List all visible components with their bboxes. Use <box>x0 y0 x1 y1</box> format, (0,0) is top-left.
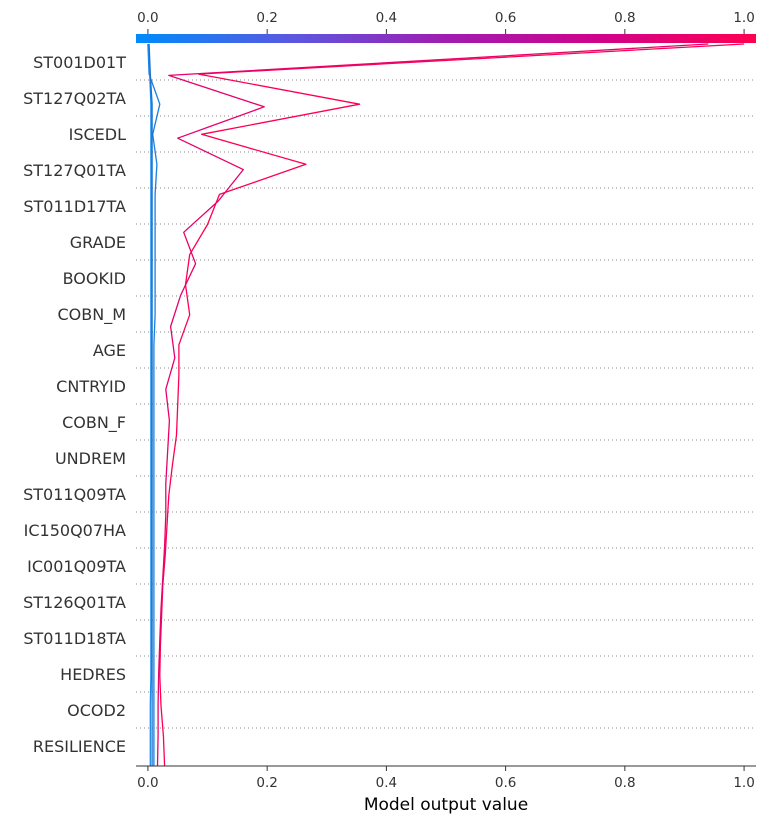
feature-label: ST127Q02TA <box>23 89 126 108</box>
x-tick-label: 0.2 <box>256 775 277 791</box>
feature-label: ST127Q01TA <box>23 161 126 180</box>
feature-label: HEDRES <box>60 665 126 684</box>
x-tick-label: 0.0 <box>137 775 158 791</box>
feature-label: COBN_M <box>57 305 126 325</box>
series-line-1 <box>159 43 745 767</box>
series-lines <box>147 43 745 767</box>
feature-label: AGE <box>93 341 126 360</box>
feature-label: ST011D17TA <box>23 197 126 216</box>
feature-label: ST001D01T <box>33 53 126 72</box>
colorbar-tick-label: 0.8 <box>614 10 635 26</box>
feature-label: COBN_F <box>62 413 126 433</box>
series-line-5 <box>148 43 153 766</box>
feature-label: ISCEDL <box>69 125 126 144</box>
colorbar: 0.0 0.2 0.4 0.6 0.8 1.0 <box>136 10 756 43</box>
x-axis-label: Model output value <box>364 795 528 815</box>
colorbar-tick-label: 0.6 <box>495 10 516 26</box>
feature-label: CNTRYID <box>56 377 126 396</box>
feature-label: RESILIENCE <box>33 737 126 756</box>
series-line-3 <box>147 43 161 766</box>
feature-label: ST011Q09TA <box>23 485 126 504</box>
colorbar-tick-label: 0.2 <box>256 10 277 26</box>
feature-label: OCOD2 <box>67 701 126 720</box>
colorbar-tick-label: 0.4 <box>376 10 397 26</box>
series-line-4 <box>147 43 152 766</box>
colorbar-tick-label: 1.0 <box>733 10 754 26</box>
colorbar-gradient <box>136 34 756 43</box>
x-tick-label: 0.4 <box>376 775 397 791</box>
colorbar-tick-label: 0.0 <box>137 10 158 26</box>
feature-label: BOOKID <box>63 269 126 288</box>
axes: ST001D01T ST127Q02TA ISCEDL ST127Q01TA ST011… <box>23 53 756 791</box>
x-tick-label: 1.0 <box>733 775 754 791</box>
feature-label: ST011D18TA <box>23 629 126 648</box>
feature-label: ST126Q01TA <box>23 593 126 612</box>
x-tick-label: 0.6 <box>495 775 516 791</box>
feature-label: GRADE <box>70 233 126 252</box>
series-line-2 <box>156 43 709 767</box>
x-tick-label: 0.8 <box>614 775 635 791</box>
feature-label: UNDREM <box>55 449 126 468</box>
grid-lines <box>136 79 756 729</box>
feature-label: IC001Q09TA <box>27 557 126 576</box>
feature-label: IC150Q07HA <box>24 521 126 540</box>
